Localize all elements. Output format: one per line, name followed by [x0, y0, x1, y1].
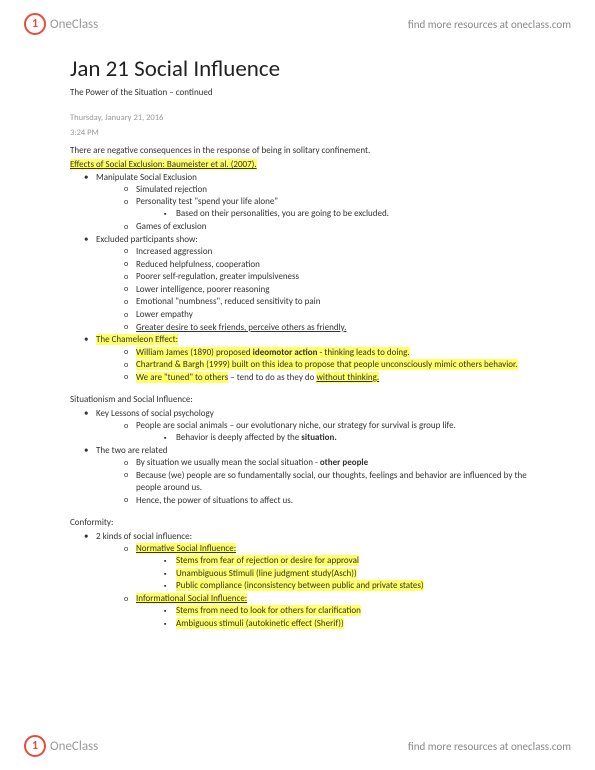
normative-heading: Normative Social Influence: — [136, 543, 236, 554]
text: Reduced helpfulness, cooperation — [136, 259, 260, 270]
effects-heading: Effects of Social Exclusion: Baumeister … — [70, 159, 535, 171]
text: Based on their personalities, you are go… — [176, 208, 389, 219]
chameleon-heading: The Chameleon Effect: — [96, 334, 178, 345]
text: Personality test "spend your life alone" — [136, 196, 278, 207]
list-item: Informational Social Influence: Stems fr… — [124, 593, 535, 630]
text: Lower empathy — [136, 309, 193, 320]
list-situationism: Key Lessons of social psychology People … — [70, 408, 535, 507]
brand-logo-footer: 1 OneClass — [24, 735, 98, 757]
text: 2 kinds of social influence: — [96, 531, 192, 542]
list-item: Greater desire to seek friends, perceive… — [124, 322, 535, 334]
list-item: Key Lessons of social psychology People … — [84, 408, 535, 444]
text: without thinking. — [316, 372, 379, 383]
doc-time: 3:24 PM — [70, 128, 535, 139]
informational-heading: Informational Social Influence: — [136, 593, 247, 604]
list-item: By situation we usually mean the social … — [124, 457, 535, 469]
text: Stems from need to look for others for c… — [176, 605, 361, 616]
text: ideomotor action — [253, 347, 318, 358]
text: Behavior is deeply affected by the — [176, 432, 301, 443]
page-header: 1 OneClass find more resources at onecla… — [0, 8, 595, 40]
text: Games of exclusion — [136, 221, 206, 232]
list-item: Manipulate Social Exclusion Simulated re… — [84, 172, 535, 234]
list-item: Because (we) people are so fundamentally… — [124, 470, 535, 494]
text: Stems from fear of rejection or desire f… — [176, 555, 359, 566]
list-item: Public compliance (inconsistency between… — [164, 580, 535, 592]
effects-heading-text: Effects of Social Exclusion: Baumeister … — [70, 159, 257, 170]
text: The two are related — [96, 445, 168, 456]
text: By situation we usually mean the social … — [136, 457, 320, 468]
text: Poorer self-regulation, greater impulsiv… — [136, 271, 299, 282]
footer-tagline: find more resources at oneclass.com — [408, 740, 571, 753]
list-item: Stems from need to look for others for c… — [164, 605, 535, 617]
brand-logo-mark: 1 — [24, 13, 46, 35]
doc-date: Thursday, January 21, 2016 — [70, 113, 535, 124]
list-item: Reduced helpfulness, cooperation — [124, 259, 535, 271]
document-body: Jan 21 Social Influence The Power of the… — [70, 54, 535, 720]
header-tagline: find more resources at oneclass.com — [408, 18, 571, 31]
list-item: We are "tuned" to others – tend to do as… — [124, 372, 535, 384]
text: Excluded participants show: — [96, 234, 198, 245]
list-item: Ambiguous stimuli (autokinetic effect (S… — [164, 618, 535, 630]
list-item: Personality test "spend your life alone"… — [124, 196, 535, 220]
list-item: Simulated rejection — [124, 184, 535, 196]
text: other people — [320, 457, 368, 468]
brand-logo: 1 OneClass — [24, 13, 98, 35]
brand-name: OneClass — [50, 17, 98, 32]
text: William James (1890) proposed — [136, 347, 253, 358]
list-item: Games of exclusion — [124, 221, 535, 233]
text: Public compliance (inconsistency between… — [176, 580, 424, 591]
page-footer: 1 OneClass find more resources at onecla… — [0, 730, 595, 762]
text: Emotional "numbness", reduced sensitivit… — [136, 296, 320, 307]
brand-name: OneClass — [50, 739, 98, 754]
list-item: The two are related By situation we usua… — [84, 445, 535, 507]
list-item: Poorer self-regulation, greater impulsiv… — [124, 271, 535, 283]
text: Lower intelligence, poorer reasoning — [136, 284, 269, 295]
text: Unambiguous Stimuli (line judgment study… — [176, 568, 357, 579]
list-item: William James (1890) proposed ideomotor … — [124, 347, 535, 359]
intro-text: There are negative consequences in the r… — [70, 145, 535, 157]
list-item: Hence, the power of situations to affect… — [124, 495, 535, 507]
brand-logo-mark: 1 — [24, 735, 46, 757]
list-item: Excluded participants show: Increased ag… — [84, 234, 535, 334]
text: Greater desire to seek friends, perceive… — [136, 322, 346, 333]
list-item: Chartrand & Bargh (1999) built on this i… — [124, 359, 535, 371]
list-item: The Chameleon Effect: William James (189… — [84, 334, 535, 384]
text: Ambiguous stimuli (autokinetic effect (S… — [176, 618, 344, 629]
text: situation. — [301, 432, 336, 443]
list-conformity: 2 kinds of social influence: Normative S… — [70, 531, 535, 630]
text: People are social animals – our evolutio… — [136, 420, 456, 431]
list-item: Based on their personalities, you are go… — [164, 208, 535, 220]
text: Chartrand & Bargh (1999) built on this i… — [136, 359, 518, 370]
text: Because (we) people are so fundamentally… — [136, 470, 527, 493]
page-title: Jan 21 Social Influence — [70, 54, 535, 85]
text: - thinking leads to doing. — [317, 347, 409, 358]
list-item: Emotional "numbness", reduced sensitivit… — [124, 296, 535, 308]
text: Hence, the power of situations to affect… — [136, 495, 293, 506]
list-item: Increased aggression — [124, 246, 535, 258]
list-item: Stems from fear of rejection or desire f… — [164, 555, 535, 567]
list-item: Unambiguous Stimuli (line judgment study… — [164, 568, 535, 580]
situationism-heading: Situationism and Social Influence: — [70, 394, 535, 406]
text: Increased aggression — [136, 246, 212, 257]
text: – tend to do as they do — [228, 372, 316, 383]
list-item: People are social animals – our evolutio… — [124, 420, 535, 444]
text: We are "tuned" to others — [136, 372, 228, 383]
list-item: Behavior is deeply affected by the situa… — [164, 432, 535, 444]
list-exclusion: Manipulate Social Exclusion Simulated re… — [70, 172, 535, 384]
page-subtitle: The Power of the Situation – continued — [70, 87, 535, 99]
text: Manipulate Social Exclusion — [96, 172, 197, 183]
list-item: 2 kinds of social influence: Normative S… — [84, 531, 535, 630]
list-item: Lower intelligence, poorer reasoning — [124, 284, 535, 296]
text: Simulated rejection — [136, 184, 207, 195]
list-item: Lower empathy — [124, 309, 535, 321]
text: Key Lessons of social psychology — [96, 408, 214, 419]
conformity-heading: Conformity: — [70, 517, 535, 529]
list-item: Normative Social Influence: Stems from f… — [124, 543, 535, 593]
